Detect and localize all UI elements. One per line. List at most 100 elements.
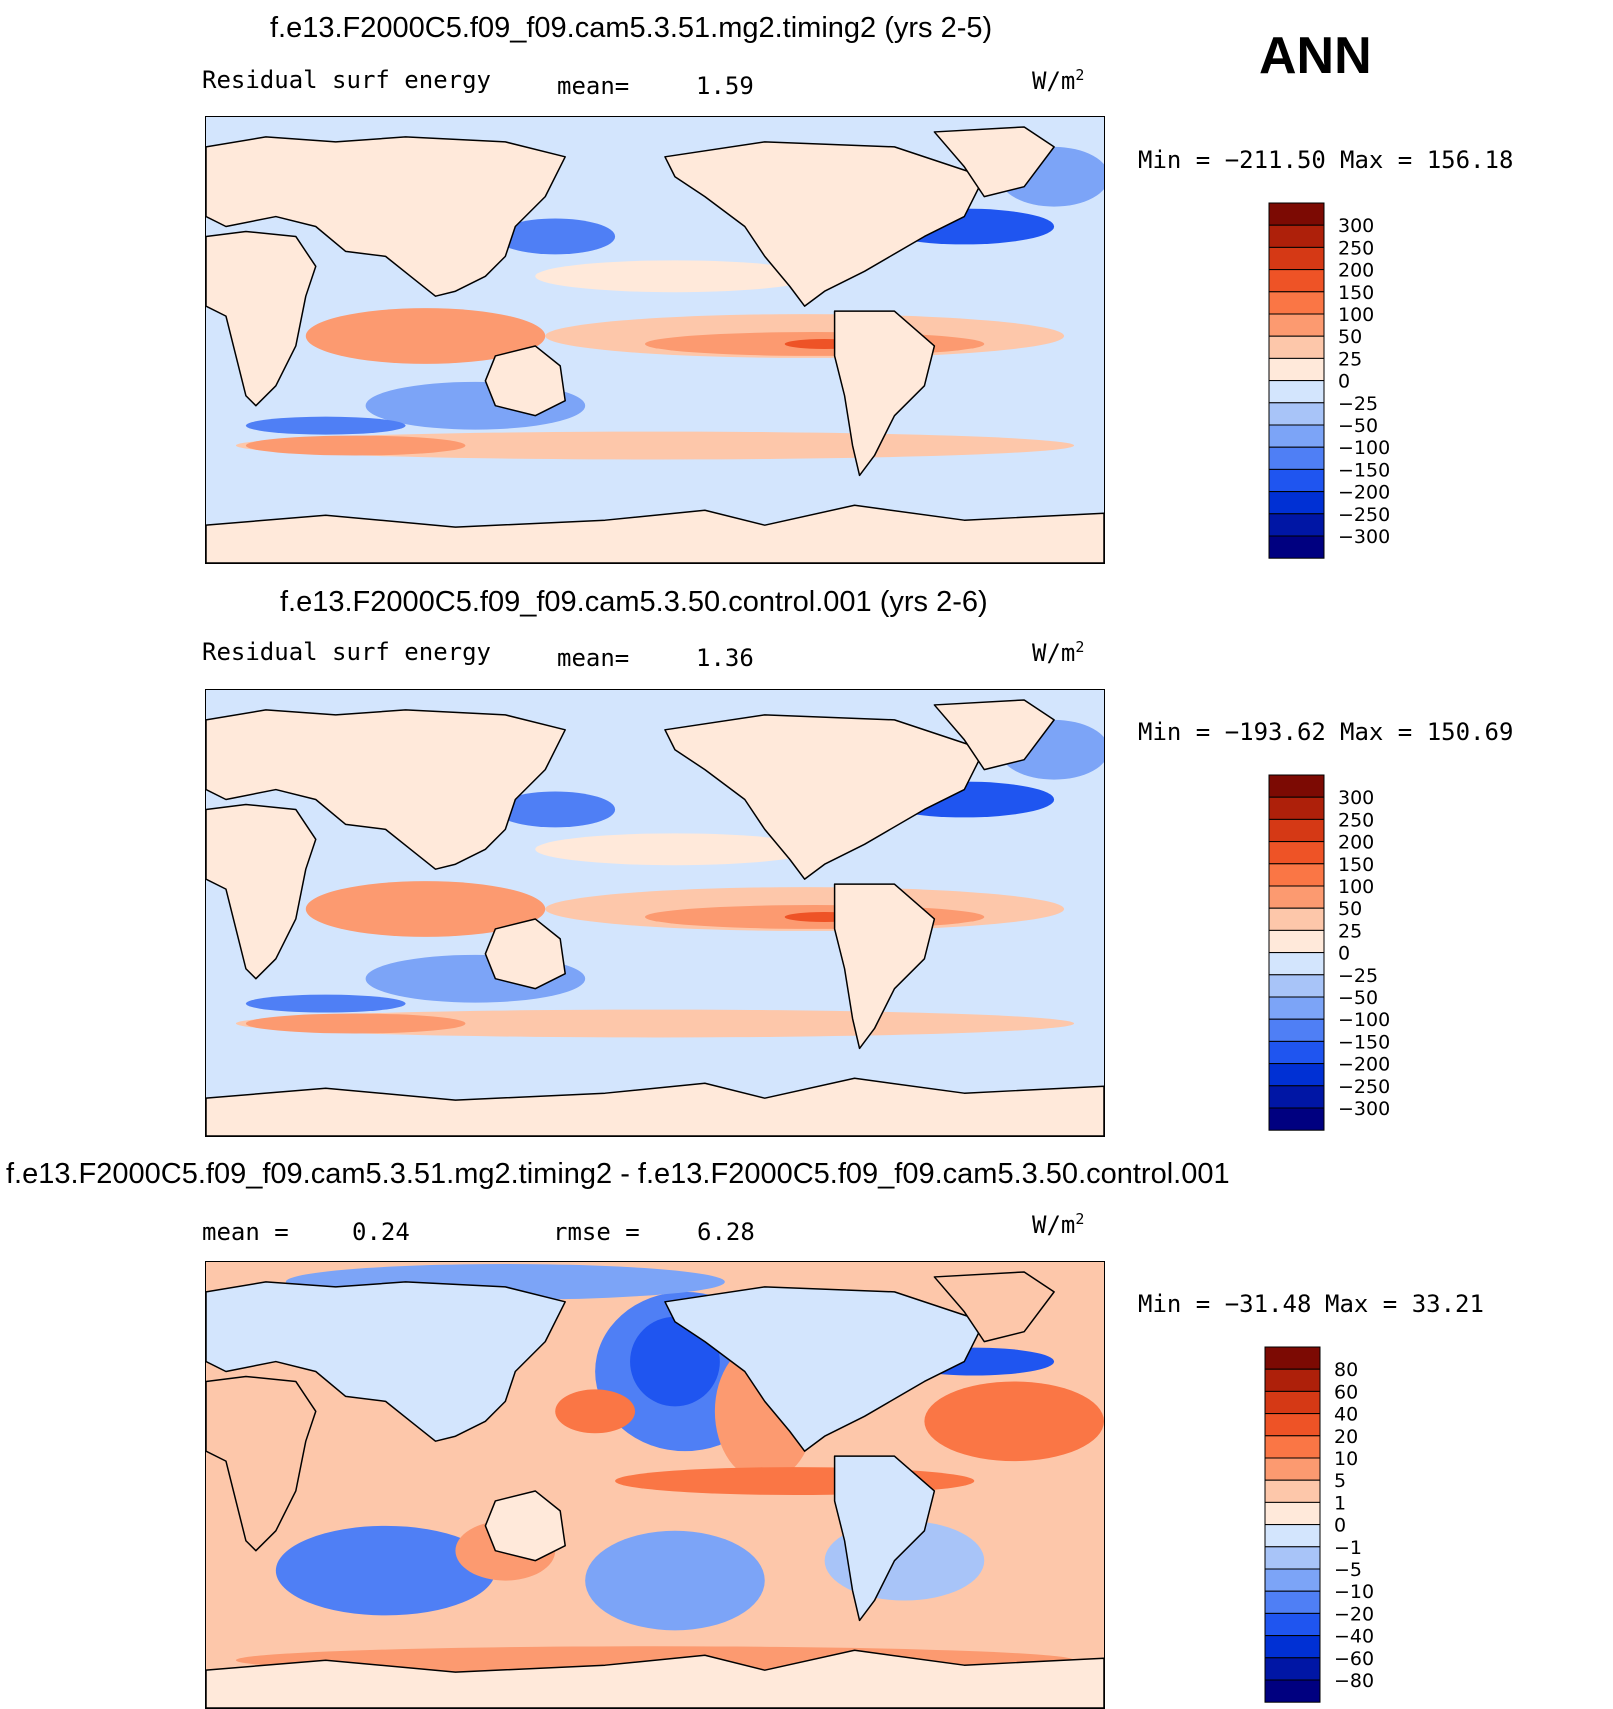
panel-2-map <box>205 689 1105 1137</box>
panel-2-title: f.e13.F2000C5.f09_f09.cam5.3.50.control.… <box>280 586 988 618</box>
colorbar-bin <box>1268 535 1325 559</box>
atlantic-warm <box>924 1381 1104 1462</box>
panel-2-mean-label: mean= <box>557 644 630 672</box>
colorbar-tick-label: −20 <box>1334 1603 1374 1625</box>
west-pacific-warm <box>555 1389 636 1434</box>
colorbar-bin <box>1264 1390 1321 1415</box>
colorbar-bin <box>1268 491 1325 515</box>
colorbar-tick-label: 25 <box>1338 348 1362 370</box>
panel-2-colorbar: 300 250 200 150 100 50 25 0 −25 −50 −100 −150 −200 −2… <box>1268 774 1419 1131</box>
colorbar-tick-label: 5 <box>1334 1470 1346 1492</box>
panel-1-mean-value: 1.59 <box>696 72 754 100</box>
colorbar-tick-label: 40 <box>1334 1404 1358 1426</box>
panel-3-map-svg <box>206 1262 1104 1708</box>
colorbar-bin <box>1264 1479 1321 1503</box>
australia <box>484 918 566 990</box>
continents <box>206 699 1104 1136</box>
panel-3-rmse-label: rmse = <box>553 1218 640 1246</box>
colorbar-tick-label: −100 <box>1338 437 1390 459</box>
colorbar-bin <box>1264 1435 1321 1459</box>
colorbar-bin <box>1268 1085 1325 1109</box>
panel-2-max: Max = 150.69 <box>1340 718 1514 746</box>
colorbar-tick-label: −150 <box>1338 1031 1390 1053</box>
colorbar-tick-label: −200 <box>1338 1054 1390 1076</box>
north-america <box>664 1286 986 1452</box>
africa <box>206 803 317 980</box>
colorbar-tick-label: 60 <box>1334 1381 1358 1403</box>
colorbar-bin <box>1264 1524 1321 1548</box>
colorbar-bin <box>1268 1018 1325 1042</box>
indian-ocean-warm-band <box>305 308 546 364</box>
colorbar-bin <box>1268 357 1325 382</box>
colorbar-bin <box>1268 402 1325 426</box>
panel-2-min: Min = −193.62 <box>1138 718 1326 746</box>
south-america <box>833 310 936 477</box>
colorbar-tick-label: −300 <box>1338 526 1390 548</box>
indian-ocean-warm-band <box>305 881 546 937</box>
panel-1-max: Max = 156.18 <box>1340 146 1514 174</box>
antarctica <box>206 1649 1104 1708</box>
colorbar-bin <box>1268 313 1325 337</box>
colorbar-bin <box>1268 513 1325 537</box>
colorbar-tick-label: 100 <box>1338 876 1374 898</box>
colorbar-bin <box>1268 1063 1325 1087</box>
australia <box>484 1490 566 1562</box>
colorbar-tick-label: −200 <box>1338 482 1390 504</box>
colorbar-tick-label: −1 <box>1334 1537 1362 1559</box>
panel-2-units: W/m2 <box>1032 638 1085 667</box>
colorbar-bin <box>1268 974 1325 998</box>
colorbar-tick-label: −10 <box>1334 1581 1374 1603</box>
colorbar-tick-label: 80 <box>1334 1359 1358 1381</box>
colorbar-tick-label: −25 <box>1338 393 1378 415</box>
colorbar-bin <box>1268 863 1325 887</box>
panel-1-variable: Residual surf energy <box>202 66 491 94</box>
panel-1-units: W/m2 <box>1032 66 1085 95</box>
colorbar-tick-label: 150 <box>1338 282 1374 304</box>
colorbar-tick-label: 50 <box>1338 326 1362 348</box>
panel-2-map-svg <box>206 690 1104 1136</box>
colorbar-bin <box>1264 1413 1321 1437</box>
colorbar-tick-label: 0 <box>1338 943 1350 965</box>
greenland <box>933 699 1055 771</box>
north-pacific-band <box>535 833 815 866</box>
north-pacific-cool-core <box>630 1316 720 1407</box>
north-america <box>664 141 986 307</box>
southern-ocean-warm-core <box>245 435 466 456</box>
eurasia <box>206 709 566 870</box>
greenland <box>933 126 1055 198</box>
colorbar-bin <box>1268 424 1325 448</box>
colorbar-tick-label: 100 <box>1338 304 1374 326</box>
colorbar-tick-label: −250 <box>1338 504 1390 526</box>
colorbar-tick-label: 0 <box>1334 1515 1346 1537</box>
colorbar-bin <box>1268 246 1325 271</box>
panel-1-colorbar-svg: 30025020015010050250−25−50−100−150−200−2… <box>1268 202 1390 559</box>
colorbar-tick-label: 300 <box>1338 215 1374 237</box>
panel-3-units: W/m2 <box>1032 1210 1085 1239</box>
colorbar-bin <box>1268 796 1325 820</box>
colorbar-bin <box>1268 885 1325 909</box>
colorbar-bin <box>1264 1546 1321 1570</box>
colorbar-bin <box>1268 952 1325 976</box>
panel-3-min: Min = −31.48 <box>1138 1290 1312 1318</box>
north-pacific-band <box>535 260 815 293</box>
greenland <box>933 1271 1055 1343</box>
season-label: ANN <box>1259 27 1372 85</box>
southern-ocean-warm-core <box>245 1013 466 1034</box>
colorbar-bin <box>1268 335 1325 359</box>
colorbar-tick-label: 150 <box>1338 854 1374 876</box>
colorbar-tick-label: 0 <box>1338 371 1350 393</box>
colorbar-bin <box>1268 446 1325 470</box>
kuroshio-cool <box>495 218 616 255</box>
africa <box>206 230 317 407</box>
panel-1-min: Min = −211.50 <box>1138 146 1326 174</box>
panel-3-map <box>205 1261 1105 1709</box>
panel-1-title: f.e13.F2000C5.f09_f09.cam5.3.51.mg2.timi… <box>270 12 993 44</box>
eurasia <box>206 136 566 297</box>
colorbar-tick-label: −80 <box>1334 1670 1374 1692</box>
south-america <box>833 1455 936 1622</box>
colorbar-tick-label: 250 <box>1338 237 1374 259</box>
colorbar-bin <box>1264 1501 1321 1526</box>
continents <box>206 1271 1104 1708</box>
panel-2-mean-value: 1.36 <box>696 644 754 672</box>
